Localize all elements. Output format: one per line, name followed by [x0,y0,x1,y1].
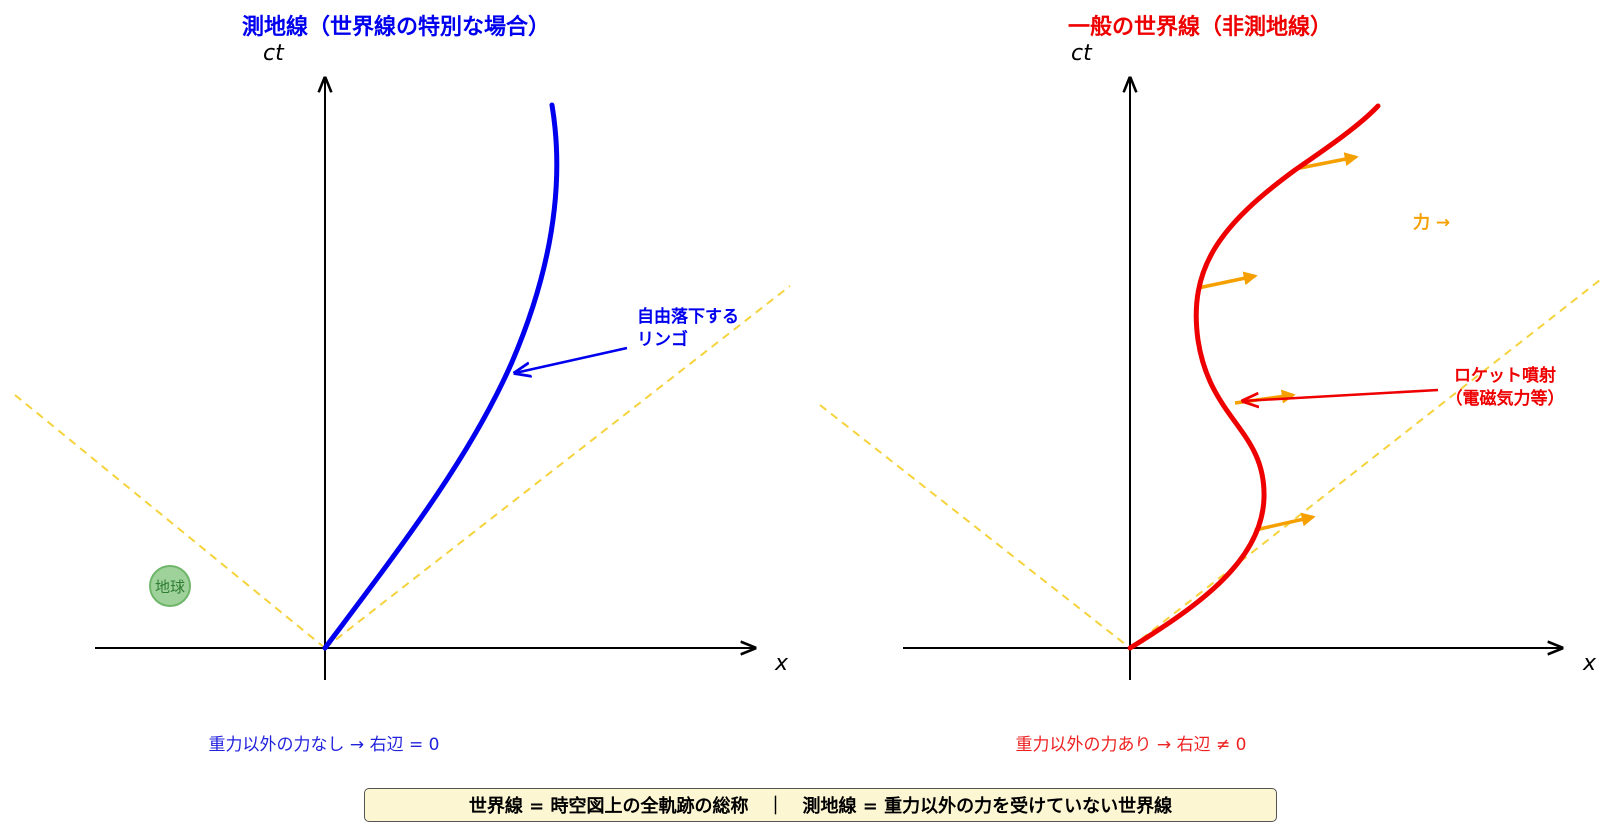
geodesic-note: 重力以外の力なし → 右辺 = 0 [209,735,440,755]
light-cone-right-edge [324,285,791,649]
footer-summary-box: 世界線 = 時空図上の全軌跡の総称 ｜ 測地線 = 重力以外の力を受けていない世… [364,788,1277,822]
apple-annotation-line1: 自由落下する [637,306,739,327]
earth-label: 地球 [155,578,185,596]
x-axis-label: x [774,651,789,676]
force-label: 力 → [1413,212,1450,233]
light-cone-left-edge-right-panel [819,404,1131,649]
rocket-annotation-arrow [1243,388,1439,401]
general-note: 重力以外の力あり → 右辺 ≠ 0 [1016,735,1247,755]
rocket-annotation-line2: （電磁気力等） [1446,388,1565,409]
force-arrow-4 [1299,152,1359,170]
geodesic-world-line [322,102,560,651]
ct-axis-label-right-panel: ct [1071,41,1093,66]
geodesic-panel-title: 測地線（世界線の特別な場合） [242,14,550,40]
light-cone-right-edge-right-panel [1129,279,1601,649]
light-cone-left-edge [14,394,326,649]
general-panel-title: 一般の世界線（非測地線） [1068,14,1332,40]
force-arrow-3 [1197,271,1258,290]
general-worldline-panel: 一般の世界線（非測地線） ct x 力 → ロケット噴射 （電磁気力等） 重力以… [819,14,1601,755]
apple-annotation-line2: リンゴ [637,329,688,350]
earth-circle [149,565,191,607]
x-axis-label-right-panel: x [1582,651,1597,676]
rocket-annotation-line1: ロケット噴射 [1454,365,1556,386]
geodesic-panel: 測地線（世界線の特別な場合） ct x 自由落下する リンゴ 地球 重力以外の力… [14,14,791,755]
apple-annotation-arrow [515,346,628,373]
force-arrow-1 [1254,512,1316,532]
general-world-line [1127,103,1381,651]
ct-axis-label: ct [263,41,285,66]
footer-summary-text: 世界線 = 時空図上の全軌跡の総称 ｜ 測地線 = 重力以外の力を受けていない世… [468,796,1173,817]
